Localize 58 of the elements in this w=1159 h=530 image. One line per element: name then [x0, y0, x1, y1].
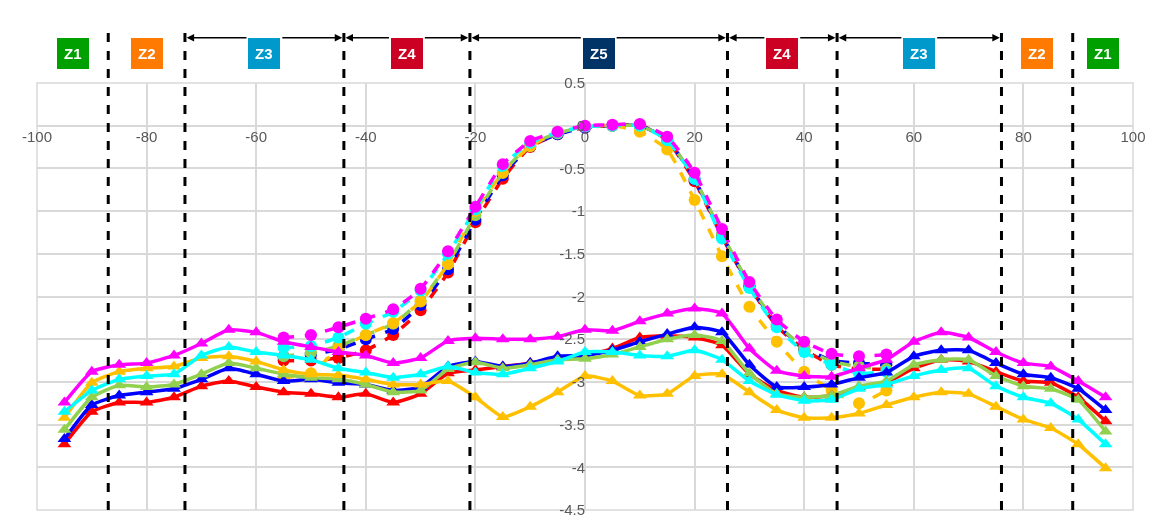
y-tick-label: -2.5	[559, 330, 585, 348]
point	[716, 250, 728, 263]
text: Z2	[138, 45, 156, 62]
point	[853, 397, 865, 410]
point	[825, 347, 838, 360]
point	[989, 380, 1003, 390]
text: Z3	[910, 45, 928, 62]
text: Z4	[398, 45, 417, 62]
point	[167, 391, 181, 401]
x-tick-label: 40	[795, 127, 813, 145]
y-tick-label: -3.5	[559, 415, 585, 433]
point	[716, 223, 728, 236]
y-tick-label: -2	[571, 287, 585, 305]
y-tick-label: -0.5	[559, 159, 585, 177]
x-tick-label: -40	[354, 127, 377, 145]
x-tick-label: 80	[1015, 127, 1032, 145]
point	[359, 312, 372, 325]
y-tick-label: -4	[571, 458, 585, 476]
point	[852, 407, 866, 417]
point	[715, 307, 729, 317]
point	[578, 323, 592, 333]
x-tick-label: -20	[464, 127, 487, 145]
point	[852, 371, 866, 381]
x-tick-label: -60	[245, 127, 268, 145]
text: Z1	[1094, 45, 1112, 62]
point	[770, 313, 783, 326]
point	[688, 166, 701, 179]
point	[770, 335, 783, 348]
point	[167, 349, 181, 359]
point	[853, 350, 865, 363]
point	[167, 368, 181, 378]
x-tick-label: -100	[21, 127, 53, 145]
y-tick-label: -4.5	[559, 501, 585, 519]
point	[743, 300, 756, 313]
text: Z3	[255, 45, 273, 62]
point	[441, 334, 455, 344]
point	[441, 375, 455, 385]
text: Z5	[590, 45, 608, 62]
point	[167, 360, 181, 370]
point	[304, 353, 318, 363]
point	[715, 368, 729, 378]
x-tick-label: -80	[135, 127, 158, 145]
point	[989, 346, 1003, 356]
x-tick-label: 100	[1120, 127, 1146, 145]
x-tick-label: 20	[686, 127, 703, 145]
y-tick-label: -1.5	[559, 245, 585, 263]
point	[989, 400, 1003, 410]
point	[688, 194, 701, 206]
y-tick-label: 0.5	[564, 74, 585, 92]
x-tick-label: 60	[905, 127, 923, 145]
y-tick-label: -1	[571, 202, 585, 220]
text: Z4	[773, 45, 792, 62]
point	[167, 378, 181, 388]
text: Z2	[1028, 45, 1046, 62]
point	[304, 387, 318, 397]
point	[715, 326, 729, 336]
point	[305, 328, 317, 341]
text: Z1	[64, 45, 82, 62]
